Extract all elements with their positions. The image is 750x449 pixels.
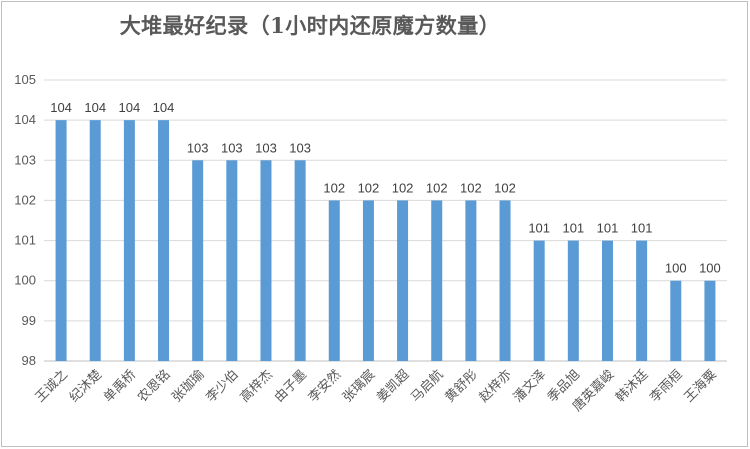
data-label: 101 [528, 221, 550, 236]
bar [636, 240, 648, 361]
bar [260, 160, 272, 361]
data-label: 102 [460, 180, 482, 195]
bar [192, 160, 204, 361]
bar [499, 200, 511, 361]
data-label: 102 [392, 180, 414, 195]
bar [465, 200, 477, 361]
data-label: 103 [255, 140, 277, 155]
category-label: 马启航 [408, 367, 447, 406]
y-tick-label: 101 [14, 233, 36, 248]
y-tick-label: 105 [14, 72, 36, 87]
y-axis-ticks: 98 99 100 101 102 103 104 105 [14, 72, 36, 368]
category-label: 赵梓亦 [476, 367, 515, 406]
category-label: 潘文泽 [511, 367, 549, 405]
data-label: 104 [119, 100, 141, 115]
category-label: 黄舒彤 [443, 367, 481, 405]
category-label: 张璃宸 [339, 367, 378, 406]
data-labels: 104 104 104 104 103 103 103 103 102 102 102 102 102 1… [50, 100, 721, 276]
data-label: 102 [494, 180, 516, 195]
data-label: 100 [699, 261, 721, 276]
data-label: 103 [289, 140, 311, 155]
data-label: 101 [597, 221, 619, 236]
category-label: 张珈瑜 [169, 367, 207, 405]
bar [226, 160, 238, 361]
data-label: 100 [665, 261, 687, 276]
data-label: 104 [153, 100, 175, 115]
data-label: 101 [631, 221, 653, 236]
bar [397, 200, 409, 361]
category-label: 李雨桓 [647, 367, 685, 405]
category-label: 农恩铭 [135, 367, 173, 405]
bar [55, 120, 67, 362]
y-tick-label: 100 [14, 273, 36, 288]
bar [294, 160, 306, 361]
bars [55, 120, 716, 362]
category-label: 李少伯 [203, 367, 241, 405]
y-tick-label: 104 [14, 112, 36, 127]
y-tick-label: 98 [22, 353, 36, 368]
bar [158, 120, 170, 362]
category-label: 高梓杰 [237, 367, 276, 406]
data-label: 102 [323, 180, 345, 195]
data-label: 102 [358, 180, 380, 195]
x-axis-labels: 王诚之纪沐楚单禹桥农恩铭张珈瑜李少伯高梓杰由子墨李安然张璃宸姜凯超马启航黄舒彤赵… [33, 367, 720, 415]
category-label: 李安然 [305, 367, 344, 406]
y-tick-label: 102 [14, 192, 36, 207]
data-label: 103 [221, 140, 243, 155]
category-label: 由子墨 [272, 367, 310, 405]
bar [123, 120, 135, 362]
data-label: 104 [50, 100, 72, 115]
category-label: 单禹桥 [101, 367, 139, 405]
data-label: 102 [426, 180, 448, 195]
category-label: 纪沐楚 [67, 367, 105, 405]
data-label: 104 [84, 100, 106, 115]
bar [601, 240, 613, 361]
data-label: 103 [187, 140, 209, 155]
category-label: 姜凯超 [374, 367, 412, 405]
bar [670, 280, 682, 361]
y-tick-label: 99 [22, 313, 36, 328]
bar [362, 200, 374, 361]
bar [431, 200, 443, 361]
category-label: 王诚之 [33, 367, 71, 405]
data-label: 101 [562, 221, 584, 236]
bar [704, 280, 716, 361]
category-label: 王海粟 [682, 367, 720, 405]
bar [89, 120, 101, 362]
gridlines [44, 79, 727, 362]
bar [567, 240, 579, 361]
bar [533, 240, 545, 361]
chart-title: 大堆最好纪录（1小时内还原魔方数量） [119, 13, 501, 38]
bar [328, 200, 340, 361]
category-label: 韩沐廷 [613, 367, 651, 405]
y-tick-label: 103 [14, 152, 36, 167]
